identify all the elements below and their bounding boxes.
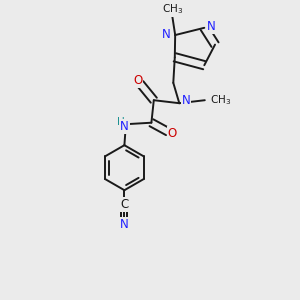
Text: N: N — [207, 20, 216, 33]
Text: O: O — [133, 74, 142, 87]
Text: N: N — [120, 120, 129, 133]
Text: C: C — [120, 198, 128, 211]
Text: N: N — [120, 218, 129, 231]
Text: N: N — [162, 28, 171, 41]
Text: CH$_3$: CH$_3$ — [162, 2, 183, 16]
Text: N: N — [182, 94, 190, 107]
Text: O: O — [168, 127, 177, 140]
Text: H: H — [117, 117, 124, 128]
Text: CH$_3$: CH$_3$ — [210, 93, 231, 106]
